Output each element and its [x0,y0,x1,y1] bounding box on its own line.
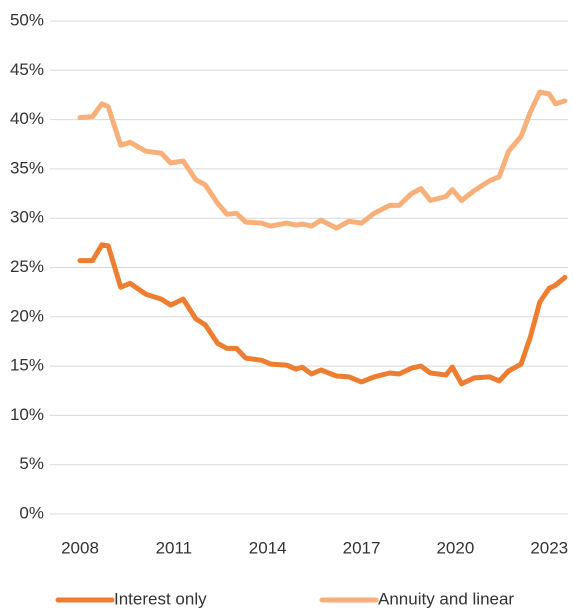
y-tick-label: 5% [19,454,44,473]
x-tick-label: 2014 [249,538,287,557]
x-tick-label: 2017 [343,538,381,557]
y-tick-label: 20% [10,306,44,325]
y-tick-label: 25% [10,257,44,276]
series-line [77,89,568,231]
x-tick-label: 2011 [156,538,193,557]
y-tick-label: 0% [19,503,44,522]
y-tick-label: 40% [10,109,44,128]
y-tick-label: 45% [10,60,44,79]
series-line [77,242,568,387]
legend-label: Interest only [114,589,207,608]
y-tick-label: 30% [10,208,44,227]
y-tick-label: 10% [10,405,44,424]
y-tick-label: 15% [10,356,44,375]
x-tick-label: 2023 [530,538,568,557]
y-tick-label: 35% [10,158,44,177]
x-tick-label: 2008 [61,538,99,557]
legend-label: Annuity and linear [378,589,514,608]
y-tick-label: 50% [10,10,44,29]
x-tick-label: 2020 [436,538,474,557]
